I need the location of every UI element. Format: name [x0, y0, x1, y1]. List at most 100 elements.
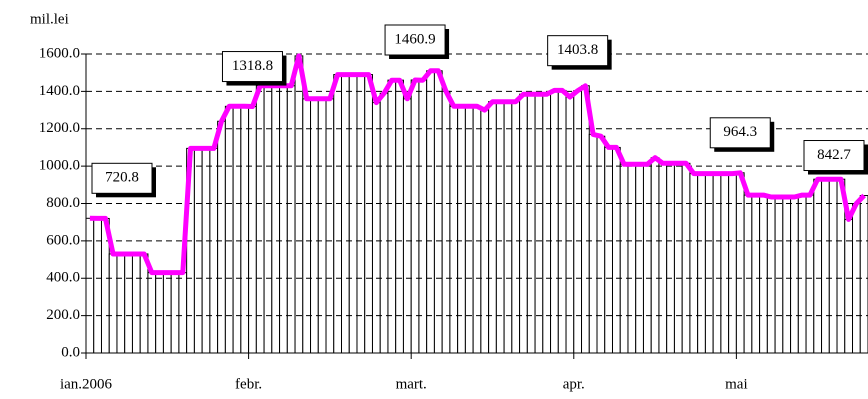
bar — [108, 253, 118, 354]
y-tick-label: 800.0 — [46, 195, 80, 211]
bar — [759, 194, 768, 354]
bar — [720, 173, 730, 354]
bar — [356, 74, 366, 354]
x-tick-label: febr. — [235, 376, 262, 392]
bar — [116, 253, 126, 354]
bar — [557, 89, 567, 354]
label-box — [547, 35, 609, 67]
bar — [588, 133, 598, 354]
bar — [178, 272, 188, 354]
bar — [410, 79, 420, 354]
bar — [364, 74, 373, 354]
bar — [526, 93, 536, 354]
bar — [859, 195, 868, 354]
bar — [480, 109, 490, 354]
value-label: 964.3 — [723, 124, 757, 140]
bar — [611, 146, 621, 354]
bar — [387, 79, 397, 354]
bar — [441, 90, 451, 354]
bar — [751, 194, 761, 354]
y-tick-label: 1600.0 — [39, 45, 80, 61]
value-label: 842.7 — [817, 147, 851, 163]
bar — [85, 217, 95, 354]
bar — [333, 74, 343, 354]
y-tick-label: 1000.0 — [39, 158, 80, 174]
bar — [604, 146, 613, 354]
bar — [217, 120, 226, 354]
bar — [193, 147, 203, 354]
bar — [635, 163, 644, 354]
y-tick-label: 200.0 — [46, 307, 80, 323]
value-label: 1460.9 — [394, 31, 435, 47]
bar — [271, 85, 281, 354]
y-tick-label: 0.0 — [61, 344, 80, 360]
bar — [279, 85, 288, 354]
label-box — [803, 140, 865, 172]
bar — [828, 178, 838, 354]
bar — [689, 173, 699, 354]
bar — [573, 90, 583, 354]
bar — [712, 173, 722, 354]
bar — [131, 253, 141, 354]
bar — [774, 196, 784, 354]
y-tick-label: 1400.0 — [39, 83, 80, 99]
bar — [766, 196, 776, 354]
bar — [348, 74, 358, 354]
bar — [139, 253, 149, 354]
bar — [170, 272, 180, 354]
bar — [704, 173, 714, 354]
bar — [735, 172, 745, 354]
bar — [255, 85, 265, 354]
bar — [341, 74, 350, 354]
bar — [681, 162, 691, 354]
x-tick-label: mai — [725, 376, 748, 392]
label-box — [384, 24, 446, 56]
bar — [805, 194, 815, 354]
bar — [782, 196, 792, 354]
bar — [565, 96, 575, 354]
bar — [418, 79, 428, 354]
bar — [650, 157, 660, 354]
bar — [797, 194, 807, 354]
bar — [596, 135, 606, 354]
bar — [581, 85, 590, 354]
y-tick-label: 1200.0 — [39, 120, 80, 136]
y-axis-label: mil.lei — [30, 11, 69, 27]
bar — [263, 85, 273, 354]
line — [89, 53, 866, 276]
bar — [325, 98, 335, 354]
label-box — [91, 162, 153, 194]
bar — [534, 93, 544, 354]
x-tick-label: mart. — [396, 376, 427, 392]
bar — [379, 92, 389, 354]
bar — [619, 163, 629, 354]
bar — [433, 70, 443, 354]
value-label: 1403.8 — [557, 42, 598, 58]
bar — [155, 272, 164, 354]
bar — [821, 178, 830, 354]
bar — [426, 70, 435, 354]
bar — [395, 79, 404, 354]
bar — [728, 173, 737, 354]
bar — [844, 218, 854, 354]
bar — [642, 163, 652, 354]
bar — [813, 178, 823, 354]
label-box — [221, 51, 283, 83]
bar — [162, 272, 172, 354]
bar — [402, 98, 412, 354]
bar — [201, 147, 211, 354]
bar — [317, 98, 327, 354]
y-tick-label: 400.0 — [46, 270, 80, 286]
label-box — [709, 117, 771, 149]
bar — [302, 98, 312, 354]
bar — [209, 147, 219, 354]
bar — [294, 55, 304, 354]
bar — [93, 217, 102, 354]
bar — [542, 93, 552, 354]
bar — [286, 85, 296, 354]
bar — [124, 253, 133, 354]
bar — [550, 89, 559, 354]
bar — [790, 196, 799, 354]
bar — [519, 93, 528, 354]
bar — [697, 173, 706, 354]
